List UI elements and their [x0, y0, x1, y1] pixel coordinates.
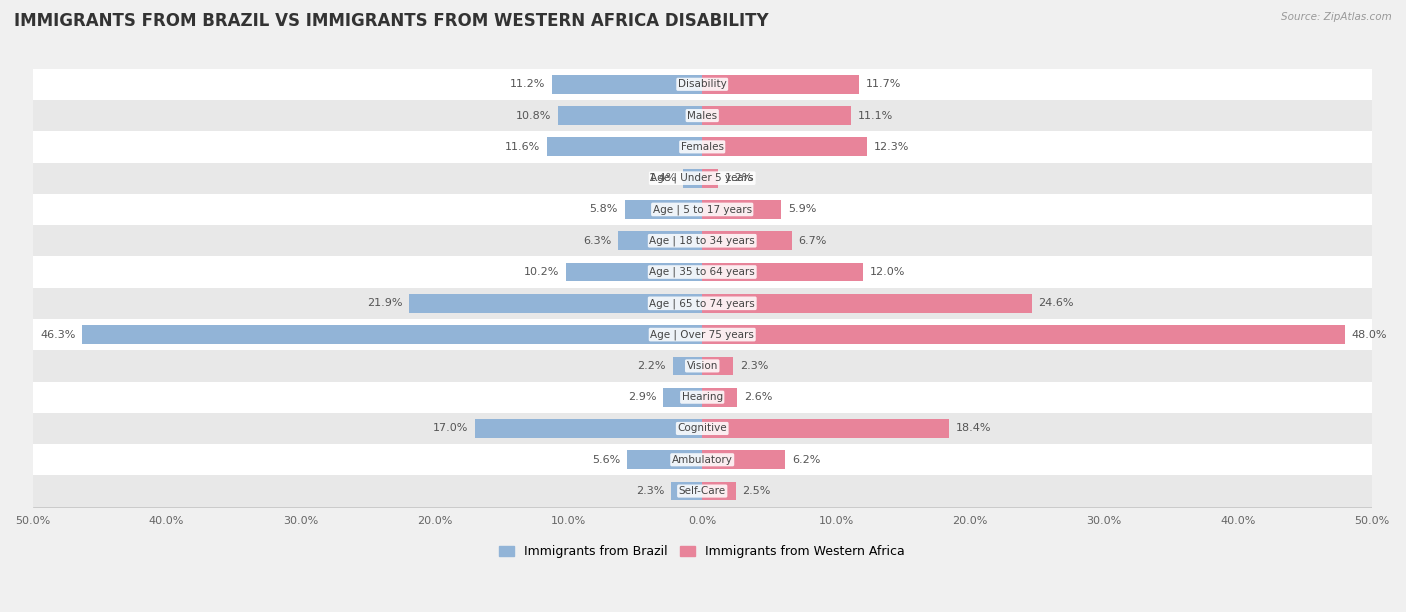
- Bar: [32, 444, 1372, 476]
- Text: 46.3%: 46.3%: [41, 330, 76, 340]
- Text: 10.8%: 10.8%: [516, 111, 551, 121]
- Bar: [32, 194, 1372, 225]
- Text: 2.9%: 2.9%: [628, 392, 657, 402]
- Text: Age | Under 5 years: Age | Under 5 years: [651, 173, 754, 184]
- Text: 5.6%: 5.6%: [592, 455, 620, 465]
- Text: 12.0%: 12.0%: [870, 267, 905, 277]
- Bar: [702, 138, 868, 156]
- Bar: [32, 476, 1372, 507]
- Text: Disability: Disability: [678, 80, 727, 89]
- Bar: [32, 131, 1372, 163]
- Text: Cognitive: Cognitive: [678, 424, 727, 433]
- Text: Age | 5 to 17 years: Age | 5 to 17 years: [652, 204, 752, 215]
- Text: 2.3%: 2.3%: [740, 361, 768, 371]
- Text: Self-Care: Self-Care: [679, 486, 725, 496]
- Bar: [702, 450, 786, 469]
- Bar: [702, 357, 733, 375]
- Bar: [553, 75, 702, 94]
- Bar: [683, 169, 702, 187]
- Bar: [475, 419, 702, 438]
- Bar: [32, 288, 1372, 319]
- Text: Age | Over 75 years: Age | Over 75 years: [651, 329, 754, 340]
- Bar: [672, 482, 702, 501]
- Bar: [702, 200, 782, 219]
- Bar: [624, 200, 702, 219]
- Text: 10.2%: 10.2%: [523, 267, 560, 277]
- Text: Hearing: Hearing: [682, 392, 723, 402]
- Bar: [702, 106, 851, 125]
- Text: 11.1%: 11.1%: [858, 111, 893, 121]
- Bar: [32, 350, 1372, 381]
- Text: IMMIGRANTS FROM BRAZIL VS IMMIGRANTS FROM WESTERN AFRICA DISABILITY: IMMIGRANTS FROM BRAZIL VS IMMIGRANTS FRO…: [14, 12, 769, 30]
- Legend: Immigrants from Brazil, Immigrants from Western Africa: Immigrants from Brazil, Immigrants from …: [495, 540, 910, 563]
- Bar: [32, 69, 1372, 100]
- Bar: [664, 388, 702, 406]
- Bar: [558, 106, 702, 125]
- Text: 6.2%: 6.2%: [792, 455, 820, 465]
- Bar: [32, 381, 1372, 413]
- Bar: [32, 319, 1372, 350]
- Bar: [702, 294, 1032, 313]
- Bar: [32, 225, 1372, 256]
- Text: 11.7%: 11.7%: [866, 80, 901, 89]
- Bar: [702, 325, 1346, 344]
- Text: Age | 18 to 34 years: Age | 18 to 34 years: [650, 236, 755, 246]
- Text: 11.2%: 11.2%: [510, 80, 546, 89]
- Bar: [409, 294, 702, 313]
- Bar: [702, 231, 792, 250]
- Text: 5.9%: 5.9%: [787, 204, 817, 214]
- Text: 1.4%: 1.4%: [648, 173, 676, 183]
- Bar: [702, 419, 949, 438]
- Bar: [565, 263, 702, 282]
- Text: 2.5%: 2.5%: [742, 486, 770, 496]
- Bar: [32, 256, 1372, 288]
- Text: Age | 35 to 64 years: Age | 35 to 64 years: [650, 267, 755, 277]
- Bar: [82, 325, 702, 344]
- Text: 11.6%: 11.6%: [505, 142, 540, 152]
- Bar: [32, 100, 1372, 131]
- Text: 21.9%: 21.9%: [367, 298, 402, 308]
- Text: Males: Males: [688, 111, 717, 121]
- Bar: [702, 263, 863, 282]
- Bar: [702, 169, 718, 187]
- Text: 6.7%: 6.7%: [799, 236, 827, 246]
- Text: Females: Females: [681, 142, 724, 152]
- Bar: [32, 413, 1372, 444]
- Bar: [617, 231, 702, 250]
- Text: 6.3%: 6.3%: [583, 236, 612, 246]
- Text: 5.8%: 5.8%: [589, 204, 617, 214]
- Text: 1.2%: 1.2%: [725, 173, 754, 183]
- Bar: [627, 450, 702, 469]
- Text: 2.3%: 2.3%: [637, 486, 665, 496]
- Text: 24.6%: 24.6%: [1039, 298, 1074, 308]
- Bar: [702, 482, 735, 501]
- Text: Vision: Vision: [686, 361, 718, 371]
- Bar: [673, 357, 702, 375]
- Text: 2.2%: 2.2%: [637, 361, 666, 371]
- Bar: [547, 138, 702, 156]
- Text: Source: ZipAtlas.com: Source: ZipAtlas.com: [1281, 12, 1392, 22]
- Bar: [702, 75, 859, 94]
- Bar: [32, 163, 1372, 194]
- Bar: [702, 388, 737, 406]
- Text: 2.6%: 2.6%: [744, 392, 772, 402]
- Text: Ambulatory: Ambulatory: [672, 455, 733, 465]
- Text: Age | 65 to 74 years: Age | 65 to 74 years: [650, 298, 755, 308]
- Text: 48.0%: 48.0%: [1351, 330, 1388, 340]
- Text: 18.4%: 18.4%: [955, 424, 991, 433]
- Text: 12.3%: 12.3%: [873, 142, 910, 152]
- Text: 17.0%: 17.0%: [433, 424, 468, 433]
